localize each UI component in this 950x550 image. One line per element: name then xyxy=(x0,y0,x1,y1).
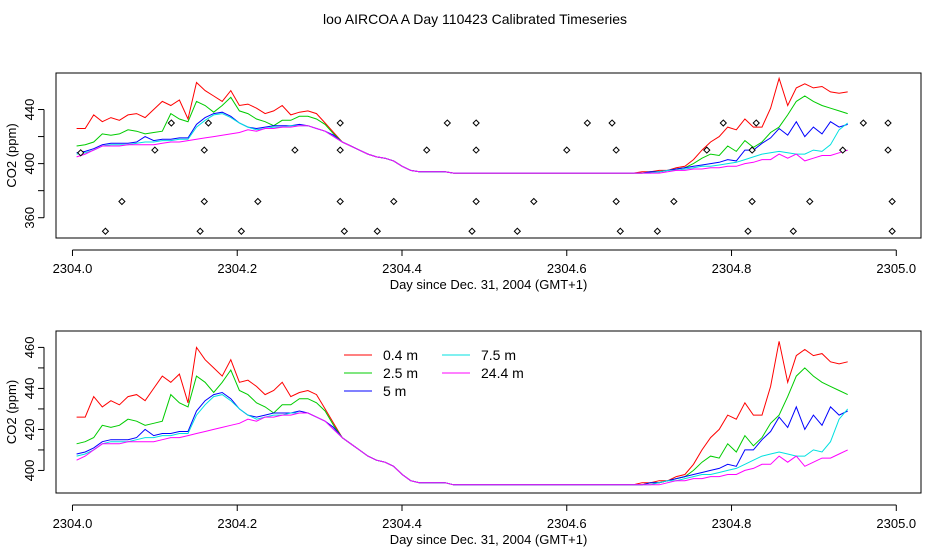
x-tick-label: 2304.4 xyxy=(382,261,422,276)
series-line-4 xyxy=(76,394,849,486)
diamond-marker xyxy=(373,227,381,235)
series-line-2 xyxy=(76,367,848,486)
plot-frame xyxy=(55,330,922,494)
diamond-marker xyxy=(563,146,571,154)
y-tick-label: 440 xyxy=(22,378,37,400)
diamond-marker xyxy=(291,146,299,154)
series-line-5 xyxy=(76,125,848,174)
diamond-marker xyxy=(200,197,208,206)
x-tick-label: 2304.8 xyxy=(712,516,752,531)
legend-label: 0.4 m xyxy=(383,347,418,363)
x-tick-label: 2304.0 xyxy=(53,261,93,276)
x-axis-label: Day since Dec. 31, 2004 (GMT+1) xyxy=(390,532,588,547)
x-tick-label: 2304.8 xyxy=(712,261,752,276)
y-tick-label: 400 xyxy=(22,460,37,482)
diamond-marker xyxy=(884,119,892,127)
series-line-1 xyxy=(76,341,848,486)
legend-label: 5 m xyxy=(383,383,406,399)
diamond-marker xyxy=(670,197,678,206)
diamond-marker xyxy=(77,149,85,157)
diamond-marker xyxy=(443,119,452,127)
legend-label: 2.5 m xyxy=(383,365,418,381)
diamond-marker xyxy=(888,197,896,206)
diamond-marker xyxy=(254,197,262,206)
diamond-marker xyxy=(340,227,349,235)
diamond-marker xyxy=(859,119,868,127)
diamond-marker xyxy=(719,119,727,127)
diamond-marker xyxy=(612,197,620,206)
x-tick-label: 2305.0 xyxy=(876,261,916,276)
diamond-marker xyxy=(472,197,480,206)
plot-frame xyxy=(55,72,922,239)
y-tick-label: 420 xyxy=(22,419,37,441)
diamond-marker xyxy=(468,227,476,235)
diamond-marker xyxy=(336,119,344,127)
diamond-marker xyxy=(167,119,176,127)
y-tick-label: 460 xyxy=(22,337,37,359)
figure-title: loo AIRCOA A Day 110423 Calibrated Times… xyxy=(322,11,627,27)
bottom-panel: 2304.0 2304.2 2304.4 2304.6 2304.8 2305.0 Day … xyxy=(4,330,922,547)
x-tick-label: 2304.6 xyxy=(547,516,587,531)
diamond-marker xyxy=(196,227,204,235)
series-line-2 xyxy=(76,95,848,174)
diamond-marker xyxy=(653,227,662,235)
diamond-marker xyxy=(151,146,159,154)
top-panel: 2304.0 2304.2 2304.4 2304.6 2304.8 2305.0 Day … xyxy=(4,72,922,292)
y-tick-label: 360 xyxy=(22,207,37,229)
legend: 0.4 m 2.5 m 5 m 7.5 m 24.4 m xyxy=(344,347,524,399)
diamond-marker xyxy=(336,197,344,206)
x-tick-label: 2305.0 xyxy=(876,516,916,531)
diamond-marker xyxy=(101,227,110,235)
series-line-4 xyxy=(76,113,849,174)
diamond-marker xyxy=(237,227,246,235)
y-tick-label: 440 xyxy=(22,99,37,121)
y-axis-label: CO2 (ppm) xyxy=(4,380,19,444)
series-line-1 xyxy=(76,76,848,174)
diamond-marker xyxy=(748,146,756,154)
diamond-marker xyxy=(703,146,711,154)
legend-label: 24.4 m xyxy=(481,365,524,381)
diamond-marker xyxy=(200,146,208,154)
diamond-marker xyxy=(118,197,126,206)
diamond-marker xyxy=(530,197,538,206)
diamond-marker xyxy=(612,146,620,154)
x-tick-label: 2304.6 xyxy=(547,261,587,276)
diamond-marker xyxy=(513,227,522,235)
diamond-marker xyxy=(616,227,625,235)
diamond-marker xyxy=(884,146,892,154)
y-tick-label: 400 xyxy=(22,153,37,175)
x-tick-label: 2304.2 xyxy=(217,261,257,276)
diamond-marker xyxy=(839,146,847,154)
x-tick-label: 2304.4 xyxy=(382,516,422,531)
diamond-marker xyxy=(336,146,344,154)
legend-label: 7.5 m xyxy=(481,347,516,363)
diamond-marker xyxy=(752,119,760,127)
series-line-5 xyxy=(76,412,848,486)
x-tick-label: 2304.2 xyxy=(217,516,257,531)
diamond-marker xyxy=(472,146,480,154)
diamond-marker xyxy=(748,197,756,206)
diamond-marker xyxy=(204,119,213,127)
diamond-marker xyxy=(423,146,431,154)
diamond-marker xyxy=(806,197,814,206)
diamond-marker xyxy=(608,119,616,127)
x-tick-label: 2304.0 xyxy=(53,516,93,531)
diamond-marker xyxy=(583,119,592,127)
diamond-marker xyxy=(472,119,480,127)
diamond-marker xyxy=(888,227,896,235)
x-axis-label: Day since Dec. 31, 2004 (GMT+1) xyxy=(390,277,588,292)
diamond-marker xyxy=(390,197,398,206)
diamond-marker xyxy=(744,227,752,235)
diamond-marker xyxy=(789,227,798,235)
series-line-3 xyxy=(76,391,848,486)
y-axis-label: CO2 (ppm) xyxy=(4,123,19,187)
series-line-3 xyxy=(76,111,848,174)
